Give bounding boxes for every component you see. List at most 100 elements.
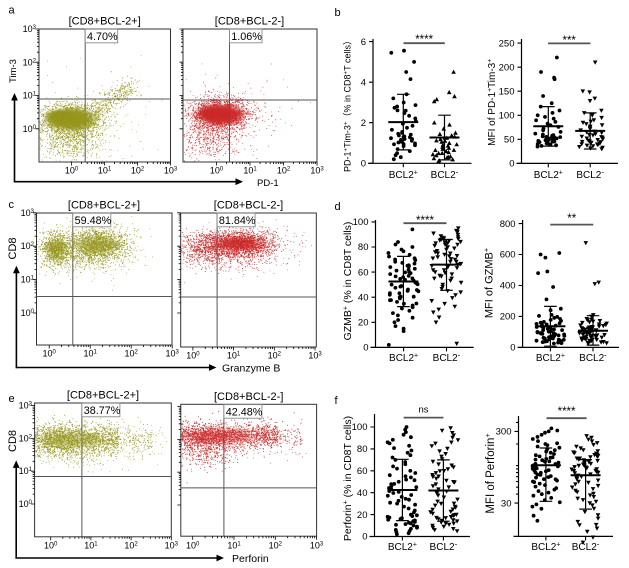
svg-text:[CD8+BCL-2+]: [CD8+BCL-2+] bbox=[67, 390, 139, 402]
svg-text:BCL2+: BCL2+ bbox=[389, 170, 418, 182]
svg-text:Perforin+ (% in CD8T cells): Perforin+ (% in CD8T cells) bbox=[342, 416, 354, 541]
svg-text:**: ** bbox=[567, 213, 576, 225]
svg-text:Granzyme B: Granzyme B bbox=[222, 363, 280, 375]
svg-text:0: 0 bbox=[362, 532, 367, 543]
svg-text:MFI of PD-1+Tim-3+: MFI of PD-1+Tim-3+ bbox=[487, 59, 499, 146]
svg-text:150: 150 bbox=[499, 86, 515, 97]
svg-text:103: 103 bbox=[166, 349, 180, 359]
svg-text:60: 60 bbox=[357, 466, 368, 477]
svg-text:100: 100 bbox=[186, 541, 200, 551]
svg-text:102: 102 bbox=[23, 57, 37, 67]
svg-text:[CD8+BCL-2+]: [CD8+BCL-2+] bbox=[69, 16, 141, 28]
svg-text:103: 103 bbox=[310, 166, 324, 176]
svg-text:80: 80 bbox=[358, 242, 369, 253]
svg-text:100: 100 bbox=[499, 110, 515, 121]
svg-text:100: 100 bbox=[44, 541, 58, 551]
svg-text:20: 20 bbox=[357, 510, 368, 521]
svg-text:81.84%: 81.84% bbox=[219, 215, 256, 227]
svg-text:103: 103 bbox=[310, 541, 324, 551]
svg-text:600: 600 bbox=[500, 250, 516, 261]
svg-text:101: 101 bbox=[23, 91, 37, 101]
svg-text:200: 200 bbox=[500, 312, 516, 323]
svg-text:ns: ns bbox=[418, 405, 428, 416]
svg-text:BCL2-: BCL2- bbox=[431, 168, 459, 182]
svg-text:BCL2+: BCL2+ bbox=[531, 542, 560, 554]
svg-text:a: a bbox=[9, 5, 16, 17]
svg-text:101: 101 bbox=[84, 541, 98, 551]
svg-text:101: 101 bbox=[84, 349, 98, 359]
svg-text:[CD8+BCL-2-]: [CD8+BCL-2-] bbox=[214, 200, 283, 212]
svg-text:102: 102 bbox=[277, 166, 291, 176]
svg-text:100: 100 bbox=[43, 349, 57, 359]
svg-text:****: **** bbox=[558, 406, 576, 418]
svg-text:102: 102 bbox=[21, 241, 35, 251]
svg-text:b: b bbox=[335, 7, 341, 19]
svg-text:38.77%: 38.77% bbox=[84, 405, 121, 417]
svg-text:0: 0 bbox=[361, 159, 366, 170]
svg-text:[CD8+BCL-2-]: [CD8+BCL-2-] bbox=[214, 391, 283, 403]
svg-text:40: 40 bbox=[358, 292, 369, 303]
svg-text:102: 102 bbox=[131, 166, 145, 176]
svg-text:CD8: CD8 bbox=[7, 237, 19, 259]
svg-text:100: 100 bbox=[353, 217, 369, 228]
svg-text:GZMB+ (% in CD8T cells): GZMB+ (% in CD8T cells) bbox=[342, 222, 354, 341]
svg-text:BCL2-: BCL2- bbox=[433, 351, 461, 365]
svg-text:MFI of Perforin+: MFI of Perforin+ bbox=[483, 433, 497, 514]
svg-text:100: 100 bbox=[21, 308, 35, 318]
svg-text:400: 400 bbox=[500, 281, 516, 292]
svg-text:BCL2-: BCL2- bbox=[576, 168, 604, 182]
svg-text:40: 40 bbox=[357, 488, 368, 499]
svg-text:100: 100 bbox=[23, 124, 37, 134]
svg-text:102: 102 bbox=[125, 349, 139, 359]
svg-text:102: 102 bbox=[269, 541, 283, 551]
svg-text:42.48%: 42.48% bbox=[226, 406, 263, 418]
svg-text:102: 102 bbox=[19, 433, 33, 443]
svg-text:100: 100 bbox=[352, 422, 368, 433]
svg-text:PD-1+Tim-3+（% in CD8+T cells）: PD-1+Tim-3+（% in CD8+T cells） bbox=[342, 36, 352, 172]
svg-text:100: 100 bbox=[65, 166, 79, 176]
svg-text:30: 30 bbox=[501, 498, 512, 509]
svg-text:101: 101 bbox=[21, 275, 35, 285]
svg-text:e: e bbox=[9, 393, 15, 405]
svg-text:4: 4 bbox=[361, 77, 366, 88]
svg-text:****: **** bbox=[416, 215, 434, 227]
svg-text:2: 2 bbox=[361, 118, 366, 129]
svg-text:****: **** bbox=[415, 34, 433, 46]
svg-text:BCL2-: BCL2- bbox=[572, 540, 600, 554]
svg-text:101: 101 bbox=[227, 541, 241, 551]
svg-text:103: 103 bbox=[308, 351, 322, 361]
svg-text:0: 0 bbox=[509, 159, 514, 170]
svg-text:102: 102 bbox=[268, 351, 282, 361]
svg-text:[CD8+BCL-2-]: [CD8+BCL-2-] bbox=[215, 16, 284, 28]
svg-text:80: 80 bbox=[357, 444, 368, 455]
svg-text:CD8: CD8 bbox=[7, 430, 19, 452]
svg-text:103: 103 bbox=[23, 24, 37, 34]
svg-text:100: 100 bbox=[186, 351, 200, 361]
svg-text:103: 103 bbox=[165, 541, 179, 551]
svg-text:102: 102 bbox=[124, 541, 138, 551]
svg-text:d: d bbox=[335, 201, 341, 213]
svg-text:100: 100 bbox=[19, 499, 33, 509]
svg-text:59.48%: 59.48% bbox=[75, 215, 112, 227]
svg-text:Perforin: Perforin bbox=[232, 553, 269, 565]
svg-text:0: 0 bbox=[363, 343, 368, 354]
svg-text:103: 103 bbox=[164, 166, 178, 176]
svg-text:Tim-3: Tim-3 bbox=[8, 59, 19, 83]
svg-text:100: 100 bbox=[210, 166, 224, 176]
svg-text:50: 50 bbox=[504, 135, 515, 146]
svg-text:101: 101 bbox=[98, 166, 112, 176]
svg-text:0: 0 bbox=[510, 343, 515, 354]
svg-text:BCL2+: BCL2+ bbox=[534, 170, 563, 182]
svg-text:MFI of GZMB+: MFI of GZMB+ bbox=[482, 248, 496, 318]
svg-text:[CD8+BCL-2+]: [CD8+BCL-2+] bbox=[68, 200, 140, 212]
svg-text:1.06%: 1.06% bbox=[231, 31, 262, 43]
svg-text:101: 101 bbox=[19, 466, 33, 476]
svg-text:BCL2+: BCL2+ bbox=[388, 542, 417, 554]
svg-text:103: 103 bbox=[19, 401, 33, 411]
svg-text:101: 101 bbox=[227, 351, 241, 361]
svg-text:20: 20 bbox=[358, 318, 369, 329]
svg-text:***: *** bbox=[562, 35, 576, 47]
svg-text:250: 250 bbox=[499, 38, 515, 49]
svg-text:BCL2+: BCL2+ bbox=[389, 353, 418, 365]
svg-text:c: c bbox=[9, 199, 15, 211]
